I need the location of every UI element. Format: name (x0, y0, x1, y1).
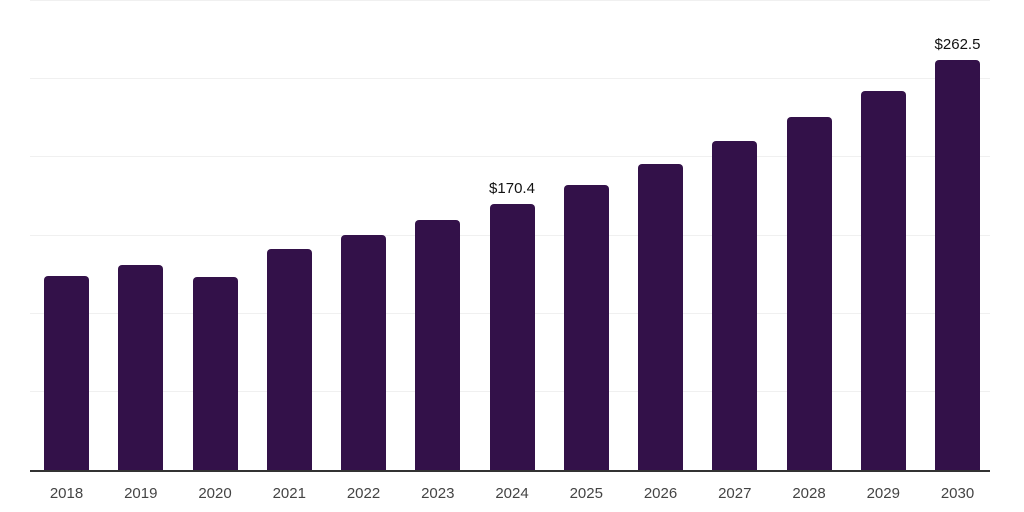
x-axis-label-2020: 2020 (198, 485, 232, 502)
data-label-2024: $170.4 (489, 179, 535, 197)
x-axis-label-2030: 2030 (940, 485, 975, 502)
x-axis-label-2018: 2018 (49, 485, 84, 502)
bar-2020[interactable] (192, 276, 238, 470)
bar-2025[interactable] (563, 185, 609, 470)
x-axis-labels: 2018 2019 2020 2021 2022 2023 2024 2025 2026 2027… (0, 485, 1024, 505)
x-axis-line (30, 470, 990, 472)
x-axis-label-2021: 2021 (272, 485, 306, 502)
bar-2026[interactable] (638, 163, 683, 470)
bar-2029[interactable] (860, 90, 906, 470)
gridline (30, 0, 990, 1)
x-axis-label-2025: 2025 (569, 485, 603, 502)
x-axis-label-2019: 2019 (124, 485, 158, 502)
x-axis-label-2022: 2022 (346, 485, 381, 502)
x-axis-label-2026: 2026 (643, 485, 678, 502)
x-axis-label-2024: 2024 (495, 485, 529, 502)
bar-2021[interactable] (266, 248, 312, 470)
x-axis-label-2029: 2029 (866, 485, 900, 502)
bar-2024[interactable] (489, 203, 535, 470)
gridline (30, 78, 990, 80)
bar-2018[interactable] (44, 275, 89, 470)
bar-2023[interactable] (415, 220, 461, 470)
plot-area: $170.4 $262.5 (30, 0, 990, 470)
gridline (30, 156, 990, 158)
x-axis-label-2027: 2027 (718, 485, 752, 502)
x-axis-label-2023: 2023 (421, 485, 455, 502)
bar-2022[interactable] (341, 234, 386, 470)
data-label-2030: $262.5 (934, 35, 981, 53)
x-axis-label-2028: 2028 (792, 485, 826, 502)
bar-2019[interactable] (118, 265, 164, 470)
bar-2030[interactable] (935, 59, 980, 470)
bar-2027[interactable] (712, 141, 758, 470)
bar-2028[interactable] (786, 117, 832, 470)
